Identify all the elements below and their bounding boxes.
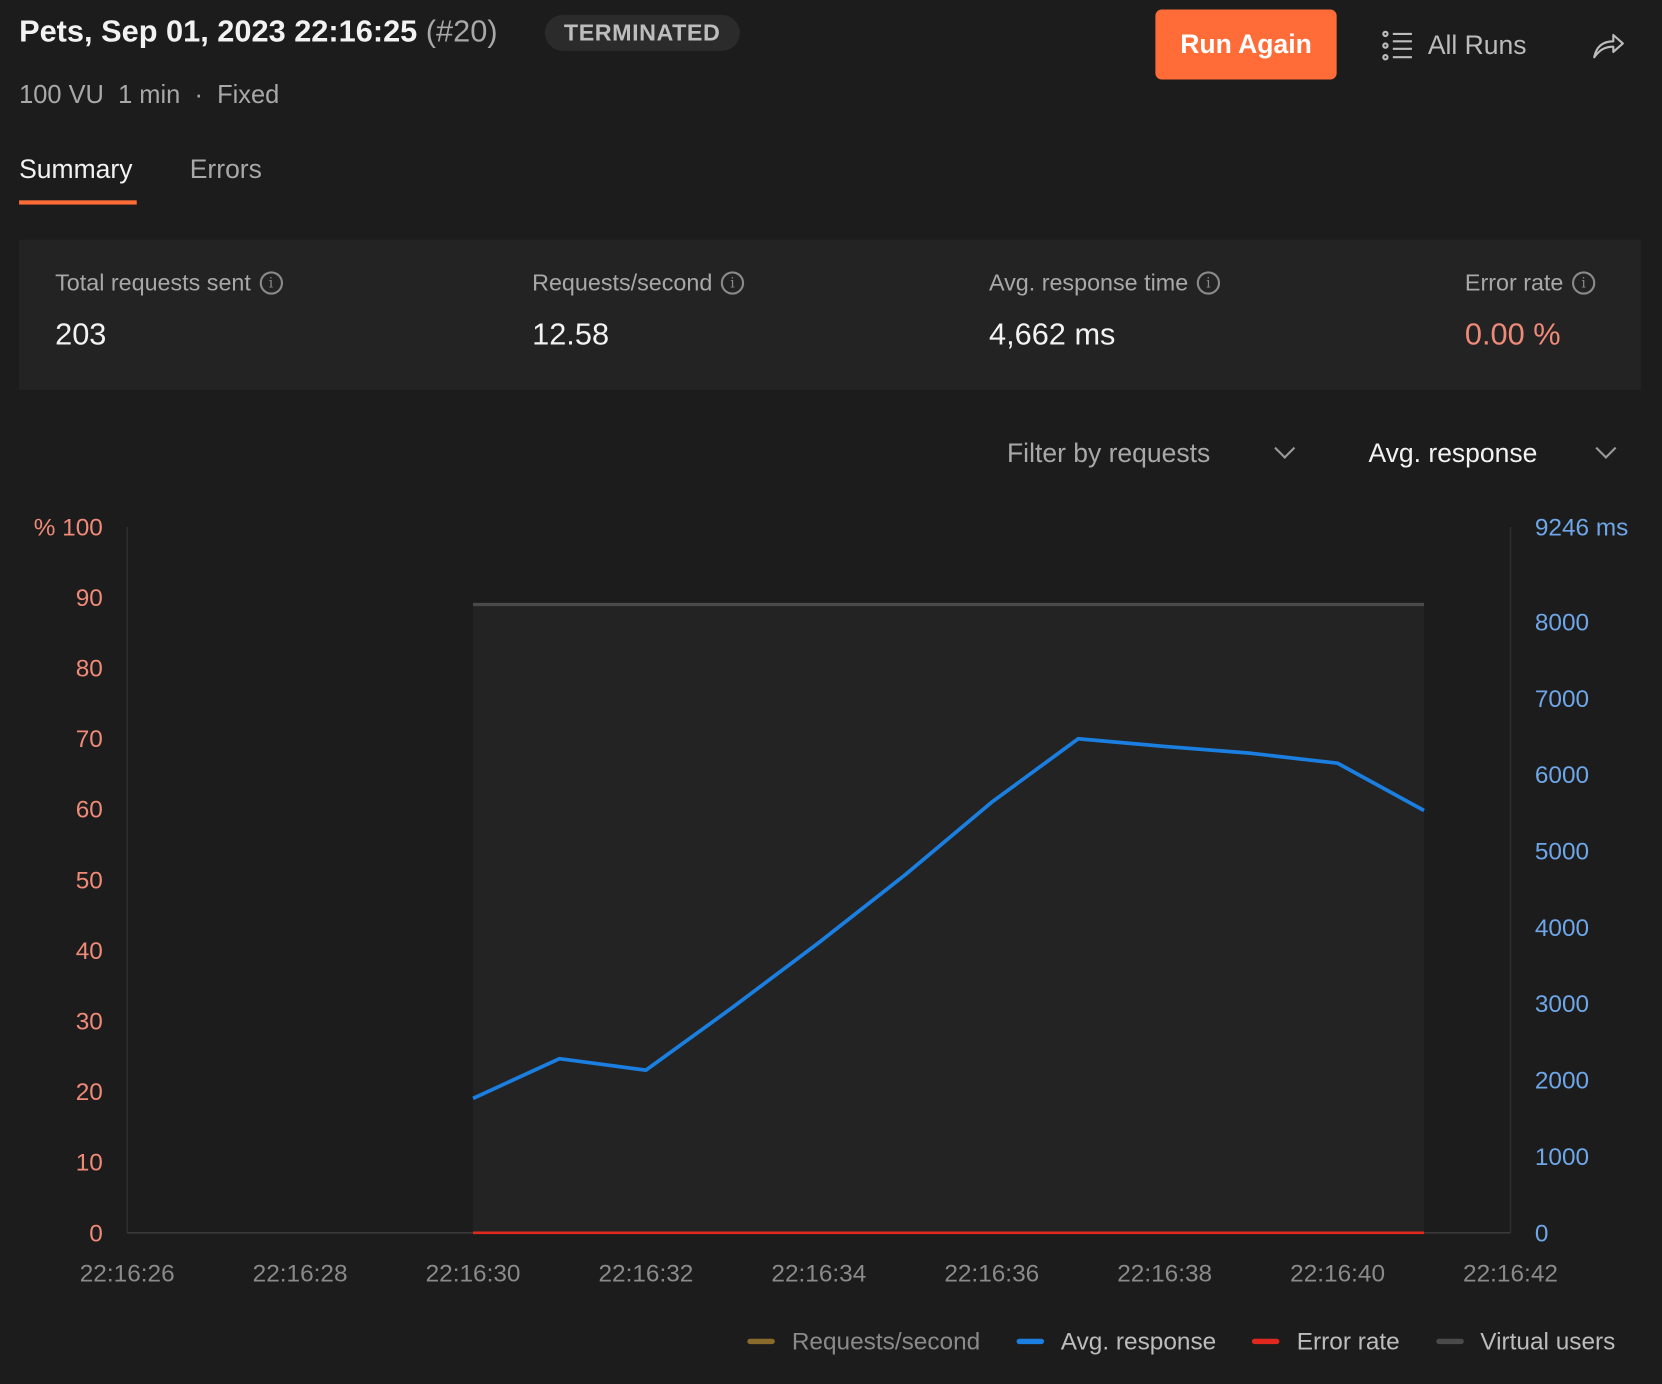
- legend-swatch: [1252, 1338, 1280, 1345]
- metric-total-requests: Total requests sent i 203: [55, 269, 283, 353]
- left-axis-tick-label: 50: [76, 867, 103, 894]
- metric-label: Avg. response time: [988, 269, 1189, 296]
- x-axis-tick-label: 22:16:38: [1117, 1261, 1212, 1288]
- tab-errors[interactable]: Errors: [189, 154, 262, 185]
- metric-label: Requests/second: [532, 269, 713, 296]
- share-arrow-icon[interactable]: [1590, 28, 1626, 64]
- run-number: (#20): [425, 14, 498, 49]
- metric-label: Error rate: [1464, 269, 1564, 296]
- run-title: Pets, Sep 01, 2023 22:16:25: [19, 14, 418, 49]
- info-icon[interactable]: i: [1196, 271, 1220, 295]
- legend-label: Avg. response: [1060, 1327, 1217, 1355]
- duration-config: 1 min: [118, 80, 181, 110]
- right-axis-tick-label: 2000: [1535, 1068, 1589, 1095]
- legend-error-rate[interactable]: Error rate: [1252, 1327, 1400, 1356]
- list-icon: [1382, 30, 1412, 61]
- legend-swatch: [747, 1338, 775, 1345]
- metric-value: 203: [55, 317, 107, 352]
- metric-label: Total requests sent: [55, 269, 251, 296]
- active-tab-indicator: [19, 200, 137, 205]
- tab-summary[interactable]: Summary: [19, 154, 133, 185]
- all-runs-label: All Runs: [1427, 30, 1527, 60]
- metric-select-dropdown[interactable]: Avg. response: [1368, 435, 1617, 473]
- legend-virtual-users[interactable]: Virtual users: [1435, 1327, 1616, 1356]
- info-icon[interactable]: i: [720, 271, 745, 295]
- metric-value: 0.00 %: [1464, 317, 1561, 352]
- dropdown-label: Avg. response: [1368, 438, 1538, 468]
- plot-area-background: [473, 604, 1425, 1233]
- metric-requests-per-second: Requests/second i 12.58: [532, 269, 745, 353]
- load-profile-config: Fixed: [217, 80, 280, 110]
- x-axis-tick-label: 22:16:28: [253, 1261, 348, 1288]
- legend-label: Requests/second: [791, 1327, 981, 1355]
- metric-value: 4,662 ms: [988, 317, 1116, 352]
- status-badge: TERMINATED: [544, 14, 740, 51]
- info-icon[interactable]: i: [259, 271, 283, 295]
- right-axis-tick-label: 1000: [1535, 1144, 1589, 1171]
- x-axis-tick-label: 22:16:32: [598, 1261, 693, 1288]
- left-axis-tick-label: 30: [76, 1008, 103, 1035]
- x-axis-tick-label: 22:16:26: [80, 1261, 175, 1288]
- left-axis-tick-label: 70: [76, 726, 103, 753]
- x-axis-tick-label: 22:16:34: [771, 1261, 866, 1288]
- right-axis-tick-label: 4000: [1535, 915, 1589, 942]
- left-axis-tick-label: 20: [76, 1079, 103, 1106]
- all-runs-button[interactable]: All Runs: [1381, 25, 1526, 65]
- metric-value: 12.58: [532, 317, 610, 352]
- left-axis-tick-label: 40: [76, 938, 103, 965]
- metrics-summary-card: Total requests sent i 203 Requests/second…: [19, 239, 1641, 391]
- legend-label: Virtual users: [1480, 1327, 1616, 1355]
- right-axis-tick-label: 3000: [1535, 991, 1589, 1018]
- x-axis-tick-label: 22:16:40: [1290, 1261, 1385, 1288]
- run-config: 100 VU 1 min · Fixed: [19, 81, 279, 111]
- right-axis-tick-label: 6000: [1535, 762, 1589, 789]
- chart-legend: Requests/second Avg. response Error rate…: [747, 1327, 1615, 1356]
- left-axis-tick-label: 0: [89, 1220, 103, 1247]
- x-axis-tick-label: 22:16:42: [1463, 1261, 1558, 1288]
- left-axis-tick-label: 10: [76, 1150, 103, 1177]
- left-axis-tick-label: 60: [76, 797, 103, 824]
- legend-requests-per-second[interactable]: Requests/second: [747, 1327, 980, 1356]
- x-axis-tick-label: 22:16:36: [944, 1261, 1039, 1288]
- right-axis-tick-label: 8000: [1535, 609, 1589, 636]
- metric-avg-response-time: Avg. response time i 4,662 ms: [989, 269, 1220, 353]
- dropdown-label: Filter by requests: [1006, 438, 1211, 468]
- left-axis-tick-label: 90: [76, 585, 103, 612]
- virtual-users-config: 100 VU: [19, 80, 104, 110]
- legend-swatch: [1016, 1338, 1044, 1345]
- left-axis-tick-label: 80: [76, 655, 103, 682]
- right-axis-tick-label: 7000: [1535, 686, 1589, 713]
- legend-swatch: [1435, 1338, 1464, 1345]
- page-title: Pets, Sep 01, 2023 22:16:25 (#20): [19, 15, 497, 50]
- series-line-avg-response: [472, 736, 1425, 1101]
- x-axis-tick-label: 22:16:30: [426, 1261, 521, 1288]
- legend-label: Error rate: [1296, 1327, 1400, 1355]
- legend-avg-response[interactable]: Avg. response: [1016, 1327, 1216, 1356]
- info-icon[interactable]: i: [1571, 271, 1596, 295]
- metric-error-rate: Error rate i 0.00 %: [1464, 269, 1596, 353]
- right-axis-max-label: 9246 ms: [1535, 514, 1629, 541]
- filter-by-requests-dropdown[interactable]: Filter by requests: [1007, 435, 1298, 473]
- right-axis-tick-label: 0: [1535, 1220, 1549, 1247]
- right-axis-tick-label: 5000: [1535, 838, 1589, 865]
- run-again-button[interactable]: Run Again: [1155, 9, 1337, 80]
- separator: ·: [194, 80, 203, 110]
- left-axis-tick-label: % 100: [34, 514, 103, 541]
